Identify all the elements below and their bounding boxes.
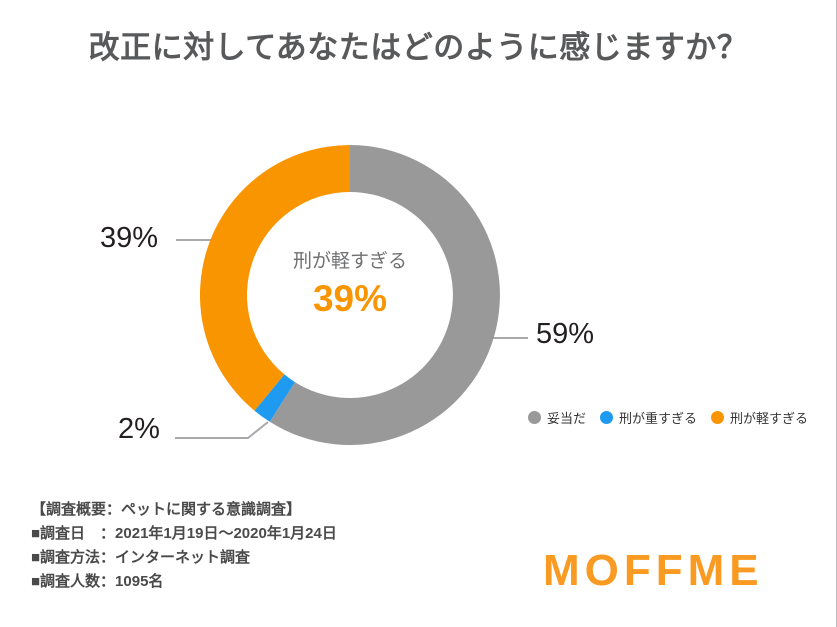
legend-dot-icon-1: [600, 411, 614, 424]
callout-label-gray: 59%: [536, 318, 595, 350]
legend-label-0: 妥当だ: [547, 411, 587, 426]
legend-dot-icon-0: [528, 411, 541, 424]
moffme-logo: MOFFME: [543, 546, 764, 595]
legend-item-0[interactable]: 妥当だ: [528, 408, 586, 427]
chart-legend: 妥当だ 刑が重すぎる 刑が軽すぎる: [528, 408, 808, 427]
survey-note-line-2: ■調査方法：インターネット調査: [31, 549, 251, 566]
slice-gray[interactable]: [269, 145, 500, 445]
legend-item-1[interactable]: 刑が重すぎる: [600, 408, 697, 427]
legend-label-2: 刑が軽すぎる: [730, 411, 809, 426]
legend-item-2[interactable]: 刑が軽すぎる: [711, 408, 808, 427]
page-title: 改正に対してあなたはどのように感じますか？: [88, 30, 749, 65]
donut-chart: 刑が軽すぎる 39%: [200, 145, 500, 445]
donut-svg: [200, 145, 500, 445]
slice-blue[interactable]: [254, 374, 295, 422]
survey-note-line-1: ■調査日 ：2021年1月19日〜2020年1月24日: [31, 525, 337, 542]
callout-label-orange: 39%: [100, 222, 159, 254]
legend-dot-icon-2: [711, 411, 725, 424]
survey-note: 【調査概要：ペットに関する意識調査】 ■調査日 ：2021年1月19日〜2020…: [31, 498, 337, 594]
survey-note-line-3: ■調査人数：1095名: [31, 573, 164, 590]
legend-label-1: 刑が重すぎる: [619, 411, 698, 426]
survey-note-line-0: 【調査概要：ペットに関する意識調査】: [31, 501, 302, 518]
callout-label-blue: 2%: [118, 413, 160, 445]
slice-orange[interactable]: [200, 145, 350, 411]
